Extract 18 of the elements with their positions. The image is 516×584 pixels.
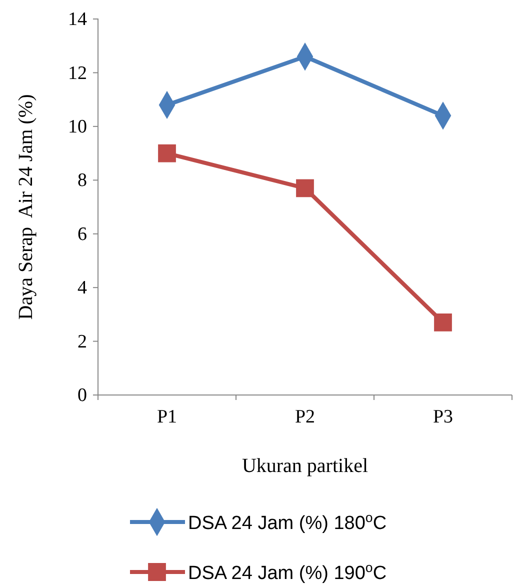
y-tick-label: 8 (78, 170, 87, 192)
y-tick-label: 4 (78, 278, 88, 299)
y-axis-title: Daya Serap Air 24 Jam (%) (15, 94, 37, 320)
y-tick-label: 10 (68, 116, 87, 138)
y-tick-label: 6 (78, 224, 87, 245)
x-tick-label: P2 (294, 406, 316, 428)
legend-label: DSA 24 Jam (%) 180$^{o}$C (188, 510, 387, 534)
point (296, 179, 314, 198)
x-tick-label: P1 (156, 406, 178, 428)
x-tick-label: P3 (432, 406, 454, 428)
x-axis-title: Ukuran partikel (242, 455, 368, 477)
point (158, 144, 176, 162)
legend-label: DSA 24 Jam (%) 190$^{o}$C (188, 560, 387, 584)
point (434, 314, 452, 332)
y-tick-label: 12 (68, 62, 87, 84)
y-tick-label: 0 (78, 385, 87, 406)
y-tick-label: 2 (78, 331, 87, 352)
y-tick-label: 14 (68, 9, 88, 30)
